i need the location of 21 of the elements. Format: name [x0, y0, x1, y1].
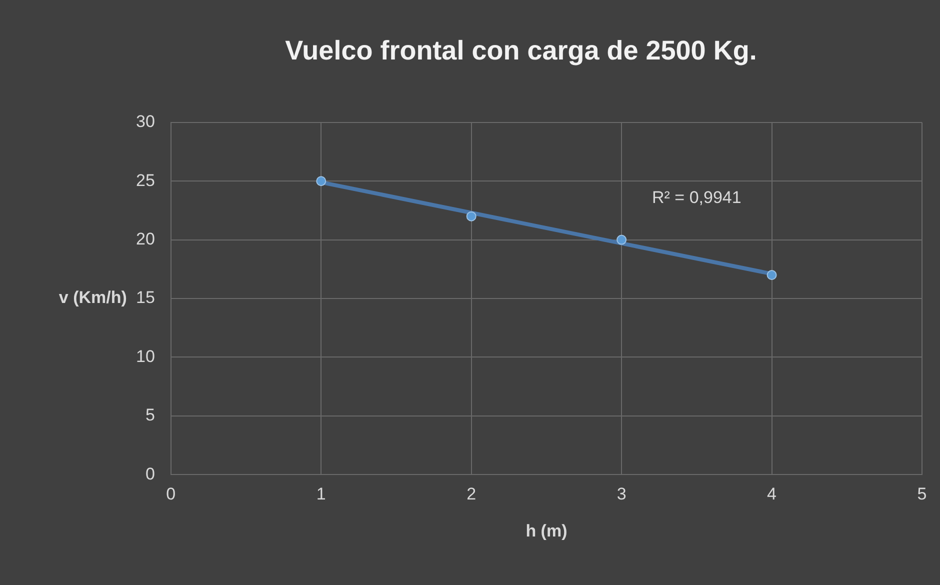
point	[616, 234, 627, 245]
point	[316, 176, 326, 186]
y-tick-label: 20	[136, 229, 155, 248]
y-tick-label: 0	[145, 464, 155, 484]
x-tick-label: 2	[466, 484, 476, 504]
y-tick-label: 25	[136, 170, 155, 190]
chart-title: Vuelco frontal con carga de 2500 Kg.	[285, 36, 757, 66]
x-axis-title: h (m)	[526, 521, 568, 540]
x-tick-label: 1	[316, 484, 326, 504]
y-axis-title: v (Km/h)	[58, 288, 127, 308]
x-tick-label: 4	[767, 484, 777, 504]
point	[766, 270, 777, 280]
y-tick-label: 15	[136, 288, 155, 308]
annotation: R² = 0,9941	[652, 188, 742, 207]
x-tick-label: 3	[616, 484, 626, 504]
y-tick-label: 5	[145, 406, 155, 425]
point	[466, 211, 476, 222]
y-tick-label: 30	[136, 112, 155, 132]
x-tick-label: 5	[917, 484, 927, 504]
y-tick-label: 10	[136, 346, 155, 366]
x-tick-label: 0	[166, 484, 176, 504]
